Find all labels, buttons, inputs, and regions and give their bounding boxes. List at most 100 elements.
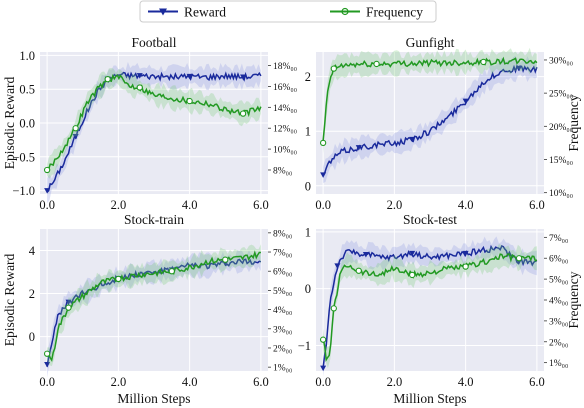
plot-area bbox=[316, 52, 544, 194]
data-point-frequency bbox=[104, 75, 111, 83]
legend-marker-triangle bbox=[159, 8, 167, 16]
data-point-frequency bbox=[115, 275, 122, 283]
y2-tick-label: 8%₀₀ bbox=[273, 166, 292, 176]
y2-tick-label: 10%₀₀ bbox=[549, 189, 573, 199]
series-line-frequency bbox=[46, 74, 262, 172]
panel-title: Football bbox=[131, 35, 176, 50]
y2-tick-label: 20%₀₀ bbox=[549, 123, 573, 133]
data-point-reward bbox=[409, 250, 416, 257]
data-point-frequency bbox=[480, 58, 487, 66]
legend-frame bbox=[139, 0, 437, 23]
x-tick-label: 6.0 bbox=[253, 375, 269, 389]
x-tick-label: 0.0 bbox=[39, 198, 55, 212]
variance-band-frequency bbox=[47, 68, 261, 179]
y-tick-label: 1 bbox=[305, 125, 311, 139]
panel-gunfight: 0 1 2 10%₀₀ 15%₀₀ 20%₀₀ 25%₀₀ 30%₀₀ 0.0 2.0 4.0 6.0… bbox=[305, 35, 581, 212]
y2-tick-label: 3%₀₀ bbox=[273, 325, 292, 335]
y-tick-label: −0.5 bbox=[12, 150, 35, 164]
variance-band-frequency bbox=[323, 244, 537, 369]
panel-stock-test: −1 0 1 1%₀₀ 2%₀₀ 3%₀₀ 4%₀₀ 5%₀₀ 6%₀₀ 7%₀₀ 0.0 2.0 4.… bbox=[298, 212, 581, 406]
x-tick-label: 6.0 bbox=[253, 198, 269, 212]
y-tick-label: 0 bbox=[305, 282, 311, 296]
data-point-reward bbox=[65, 299, 72, 306]
data-point-reward bbox=[44, 188, 51, 194]
legend-entry-frequency: Frequency bbox=[330, 5, 423, 20]
data-point-frequency bbox=[43, 350, 51, 357]
x-tick-label: 2.0 bbox=[111, 198, 127, 212]
y2-tick-label: 5%₀₀ bbox=[549, 276, 568, 286]
y2-tick-label: 18%₀₀ bbox=[273, 62, 297, 72]
data-point-reward bbox=[409, 136, 416, 143]
y-tick-label: −1 bbox=[298, 339, 311, 353]
y2-tick-label: 3%₀₀ bbox=[549, 317, 568, 327]
y2-tick-label: 25%₀₀ bbox=[549, 90, 573, 100]
data-point-reward bbox=[320, 365, 327, 372]
data-point-frequency bbox=[330, 305, 337, 312]
y-tick-label: 2 bbox=[305, 70, 311, 84]
x-tick-label: 2.0 bbox=[111, 375, 127, 389]
legend-label: Reward bbox=[184, 5, 226, 20]
y2-tick-label: 7%₀₀ bbox=[273, 249, 292, 259]
y-tick-label: 1.0 bbox=[19, 49, 35, 63]
y2-tick-label: 6%₀₀ bbox=[273, 268, 292, 278]
data-point-reward bbox=[44, 362, 51, 368]
x-tick-label: 0.0 bbox=[39, 375, 55, 389]
legend-label: Frequency bbox=[366, 5, 423, 20]
y2-tick-label: 4%₀₀ bbox=[273, 306, 292, 316]
data-point-reward bbox=[136, 73, 143, 79]
y2-tick-label: 2%₀₀ bbox=[273, 344, 292, 354]
series-line-frequency bbox=[322, 56, 538, 141]
y2-tick-label: 10%₀₀ bbox=[273, 146, 297, 156]
y-tick-label: 0 bbox=[29, 330, 35, 344]
y2-tick-label: 4%₀₀ bbox=[549, 297, 568, 307]
data-point-frequency bbox=[373, 60, 380, 68]
data-point-frequency bbox=[168, 268, 175, 275]
y-tick-label: 1 bbox=[305, 225, 311, 239]
data-point-frequency bbox=[319, 336, 327, 343]
y-tick-label: −1.0 bbox=[12, 184, 35, 198]
data-point-reward bbox=[362, 252, 369, 258]
panel-stock-train: 0 2 4 1%₀₀ 2%₀₀ 3%₀₀ 4%₀₀ 5%₀₀ 6%₀₀ 7%₀₀ 8%₀₀ 0.0 2.… bbox=[2, 212, 292, 406]
y2-axis-label: Frequency bbox=[566, 271, 581, 328]
data-point-frequency bbox=[72, 125, 79, 132]
y2-tick-label: 1%₀₀ bbox=[273, 364, 292, 374]
legend: Reward Frequency bbox=[139, 0, 437, 23]
y-tick-label: 2 bbox=[29, 287, 35, 301]
variance-band-reward bbox=[323, 55, 537, 184]
y-tick-label: 0.5 bbox=[19, 83, 35, 97]
y2-tick-label: 1%₀₀ bbox=[549, 359, 568, 369]
y-tick-label: 4 bbox=[29, 244, 36, 258]
data-point-frequency bbox=[136, 84, 143, 91]
data-point-reward bbox=[462, 250, 469, 257]
y-axis-label: Episodic Reward bbox=[2, 76, 17, 169]
y-axis-label: Episodic Reward bbox=[2, 253, 17, 346]
x-tick-label: 2.0 bbox=[387, 375, 403, 389]
series-line-reward bbox=[322, 244, 538, 368]
x-tick-label: 2.0 bbox=[387, 198, 403, 212]
data-point-reward bbox=[72, 134, 79, 140]
variance-band-reward bbox=[323, 236, 537, 377]
panel-football: −1.0 −0.5 0.0 0.5 1.0 8%₀₀ 10%₀₀ 12%₀₀ 14%₀₀ 16%₀… bbox=[2, 35, 297, 212]
panel-title: Stock-train bbox=[124, 212, 184, 227]
data-point-reward bbox=[355, 145, 362, 151]
x-tick-label: 4.0 bbox=[182, 375, 198, 389]
x-tick-label: 4.0 bbox=[182, 198, 198, 212]
y2-tick-label: 2%₀₀ bbox=[549, 338, 568, 348]
x-axis-label: Million Steps bbox=[117, 391, 190, 406]
y2-tick-label: 8%₀₀ bbox=[273, 229, 292, 239]
y2-tick-label: 6%₀₀ bbox=[549, 255, 568, 265]
x-tick-label: 0.0 bbox=[315, 375, 331, 389]
data-point-frequency bbox=[409, 271, 416, 279]
y2-tick-label: 15%₀₀ bbox=[549, 156, 573, 166]
data-point-frequency bbox=[239, 110, 247, 117]
data-point-reward bbox=[462, 98, 469, 105]
data-point-frequency bbox=[462, 263, 469, 270]
data-point-reward bbox=[186, 73, 193, 80]
data-point-frequency bbox=[330, 65, 337, 72]
x-tick-label: 4.0 bbox=[458, 198, 474, 212]
x-tick-label: 6.0 bbox=[529, 198, 545, 212]
y2-axis-label: Frequency bbox=[566, 94, 581, 151]
y2-tick-label: 16%₀₀ bbox=[273, 83, 297, 93]
y2-tick-label: 5%₀₀ bbox=[273, 287, 292, 297]
